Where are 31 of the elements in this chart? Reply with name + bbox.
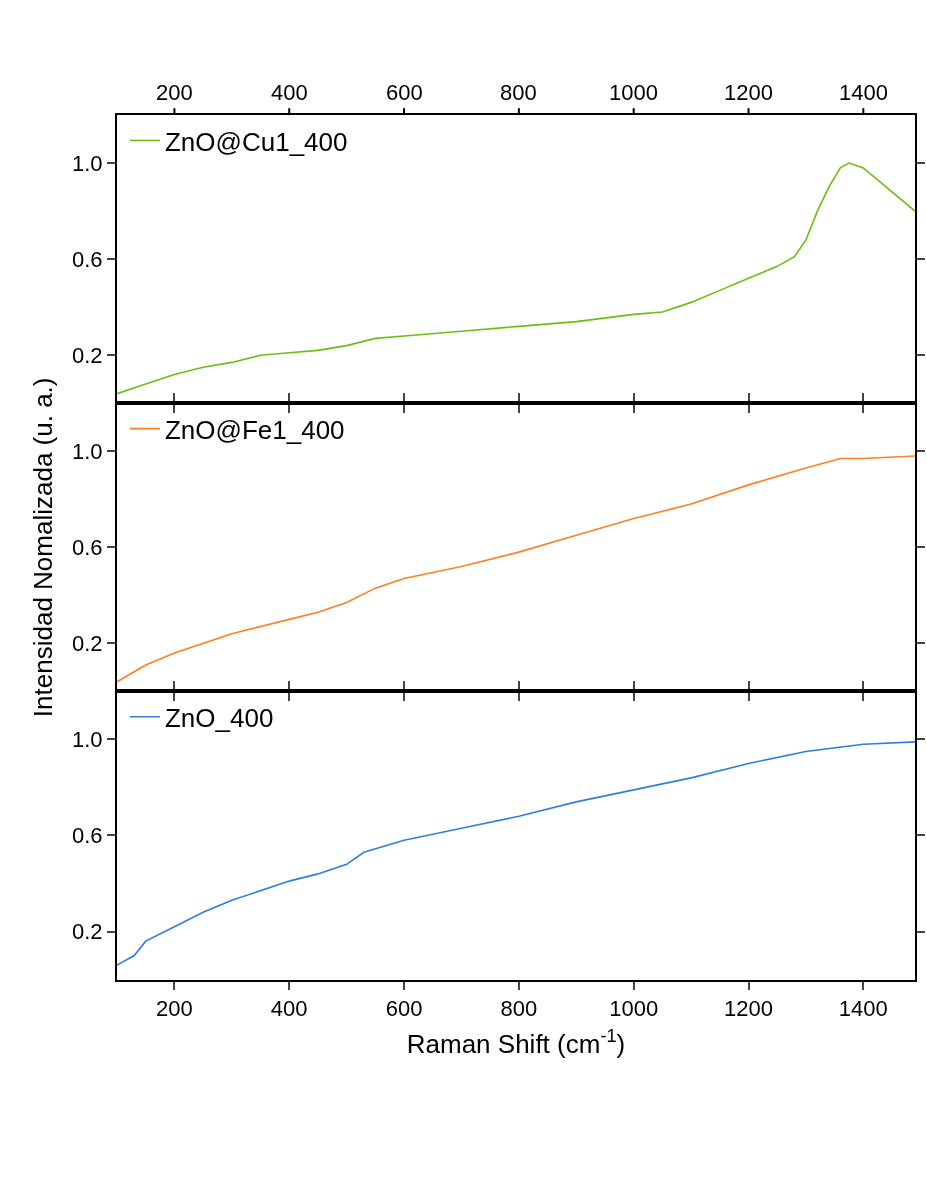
x2-tick-label: 400 — [271, 80, 308, 105]
y-tick-label: 0.6 — [72, 535, 103, 561]
x-tick-label: 1400 — [838, 995, 888, 1021]
x-tick-label: 1000 — [609, 995, 659, 1021]
x2-tick-label: 600 — [386, 80, 423, 105]
y-tick-label: 1.0 — [72, 150, 103, 176]
x-tick-label: 600 — [385, 995, 423, 1021]
y-tick-label: 1.0 — [72, 727, 103, 753]
x2-tick-label: 1200 — [724, 80, 773, 105]
x-tick-label: 400 — [270, 995, 308, 1021]
legend-label: ZnO_400 — [164, 702, 274, 733]
y-tick-label: 0.2 — [72, 919, 103, 945]
legend-label: ZnO@Fe1_400 — [164, 414, 345, 445]
y-tick-label: 0.2 — [72, 342, 103, 368]
line-series — [117, 162, 915, 395]
x-axis-title: Raman Shift (cm$^{-1}$) — [406, 1026, 626, 1060]
x-tick-label: 800 — [500, 995, 538, 1021]
y-tick-label: 0.6 — [72, 246, 103, 272]
y-tick-label: 1.0 — [72, 438, 103, 464]
x2-tick-label: 1400 — [839, 80, 888, 105]
y-tick-label: 0.2 — [72, 631, 103, 657]
x2-tick-label: 800 — [500, 80, 537, 105]
x-tick-label: 1200 — [724, 995, 773, 1021]
x2-tick-label: 1000 — [609, 80, 658, 105]
x2-tick-label: 200 — [156, 80, 193, 105]
x-tick-label: 200 — [156, 995, 193, 1021]
y-axis-title: Intensidad Nomalizada (u. a.) — [27, 377, 58, 718]
line-series — [117, 741, 915, 966]
y-tick-label: 0.6 — [72, 823, 103, 849]
line-series — [117, 455, 915, 683]
legend-label: ZnO@Cu1_400 — [164, 126, 348, 157]
